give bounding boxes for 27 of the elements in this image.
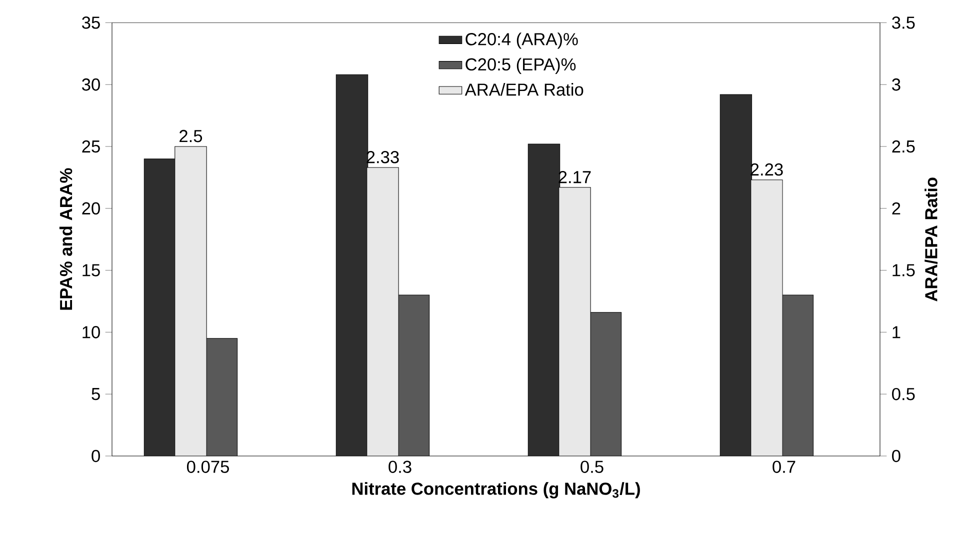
y-axis-title: EPA% and ARA% (59, 168, 72, 310)
y2-tick-label: 2.5 (892, 140, 915, 152)
y-tick-label: 35 (82, 16, 100, 29)
y2-tick-label: 2 (892, 202, 900, 214)
y-tick-label: 25 (82, 140, 100, 152)
y-tick-label: 10 (82, 326, 100, 338)
x-axis-title: Nitrate Concentrations (g NaNO$_{3}$/L) (352, 482, 640, 498)
y2-tick-label: 3.5 (892, 16, 915, 29)
x-tick-label: 0.5 (580, 460, 604, 473)
x-tick-label: 0.7 (772, 460, 796, 473)
y2-tick-label: 1.5 (892, 264, 915, 276)
legend-label: C20:5 (EPA)% (466, 58, 576, 74)
legend-label: C20:4 (ARA)% (466, 32, 578, 49)
y-tick-label: 15 (82, 264, 100, 276)
x-tick-label: 0.075 (186, 460, 229, 473)
y2-tick-label: 3 (892, 78, 900, 91)
data-label: 2.5 (180, 130, 202, 142)
x-tick-label: 0.3 (388, 460, 412, 473)
y-tick-label: 20 (82, 202, 100, 214)
y2-tick-label: 0.5 (892, 388, 915, 400)
y-tick-label: 0 (92, 450, 100, 462)
y2-tick-label: 0 (892, 450, 900, 462)
y-tick-label: 30 (82, 78, 100, 91)
legend-label: ARA/EPA Ratio (464, 82, 584, 96)
y2-tick-label: 1 (892, 326, 900, 338)
y-tick-label: 5 (92, 388, 100, 400)
y2-axis-title: ARA/EPA Ratio (924, 177, 938, 302)
